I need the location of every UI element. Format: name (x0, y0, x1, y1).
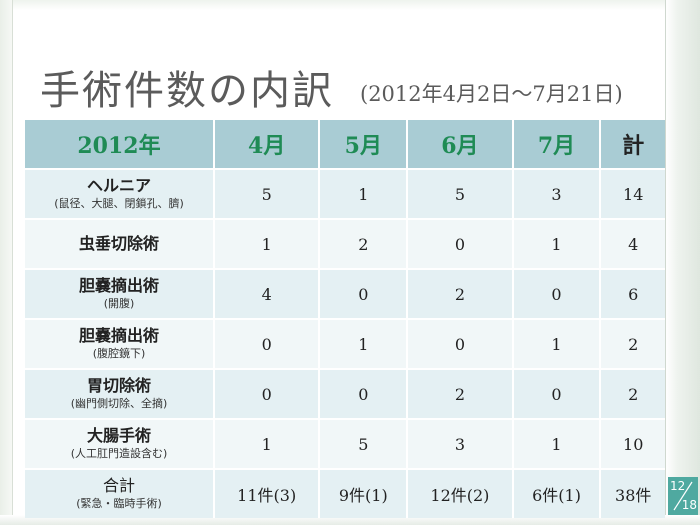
cell-total: 6 (600, 268, 665, 319)
row-label-cell: 胆嚢摘出術 (腹腔鏡下) (25, 318, 215, 369)
surgery-count-table: 2012年 4月 5月 6月 7月 計 ヘルニア (鼠径、大腿、閉鎖孔、臍) 5… (25, 120, 665, 518)
cell-july: 1 (512, 318, 602, 369)
header-july: 7月 (512, 120, 602, 169)
cell-july: 0 (512, 268, 602, 319)
cell-june: 0 (407, 218, 514, 269)
row-label: 虫垂切除術 (78, 233, 159, 253)
cell-may: 5 (319, 418, 409, 469)
slide-frame-right (665, 0, 700, 525)
cell-may: 1 (319, 168, 409, 219)
row-sublabel: (腹腔鏡下) (92, 346, 146, 360)
cell-april: 1 (214, 218, 321, 269)
page-divider-line (673, 481, 693, 511)
table-header-row: 2012年 4月 5月 6月 7月 計 (25, 120, 665, 169)
slide-subtitle: (2012年4月2日～7月21日) (360, 82, 623, 106)
row-label: 大腸手術 (86, 426, 151, 446)
cell-may: 2 (319, 218, 409, 269)
cell-july: 0 (512, 368, 602, 419)
cell-total: 38件 (600, 468, 665, 518)
table-row: ヘルニア (鼠径、大腿、閉鎖孔、臍) 5 1 5 3 14 (25, 168, 665, 219)
cell-total: 4 (600, 218, 665, 269)
slide-title: 手術件数の内訳 (40, 68, 334, 114)
table-row: 大腸手術 (人工肛門造設含む) 1 5 3 1 10 (25, 418, 665, 469)
row-label: 合計 (102, 476, 135, 496)
table-total-row: 合計 (緊急・臨時手術) 11件(3) 9件(1) 12件(2) 6件(1) 3… (25, 468, 665, 518)
row-sublabel: (幽門側切除、全摘) (70, 396, 168, 410)
cell-june: 2 (407, 268, 514, 319)
cell-may: 1 (319, 318, 409, 369)
header-year: 2012年 (25, 120, 215, 169)
cell-july: 6件(1) (512, 468, 602, 518)
cell-june: 0 (407, 318, 514, 369)
cell-may: 0 (319, 368, 409, 419)
cell-total: 2 (600, 368, 665, 419)
cell-july: 1 (512, 218, 602, 269)
slide-frame-left (0, 0, 13, 525)
slide-frame-bottom (0, 515, 700, 525)
cell-june: 2 (407, 368, 514, 419)
header-total: 計 (600, 120, 665, 169)
cell-june: 3 (407, 418, 514, 469)
cell-may: 0 (319, 268, 409, 319)
cell-april: 0 (214, 368, 321, 419)
cell-april: 1 (214, 418, 321, 469)
row-label: 胆嚢摘出術 (78, 276, 159, 296)
row-label: 胆嚢摘出術 (78, 326, 159, 346)
row-label-cell: ヘルニア (鼠径、大腿、閉鎖孔、臍) (25, 168, 215, 219)
cell-may: 9件(1) (319, 468, 409, 518)
page-number-badge: 12 18 (668, 477, 698, 515)
table-row: 虫垂切除術 1 2 0 1 4 (25, 218, 665, 269)
row-label-cell: 胆嚢摘出術 (開腹) (25, 268, 215, 319)
page-number-background (668, 477, 698, 515)
row-label-cell: 合計 (緊急・臨時手術) (25, 468, 215, 518)
row-label-cell: 胃切除術 (幽門側切除、全摘) (25, 368, 215, 419)
page-total: 18 (681, 498, 697, 512)
table-row: 胃切除術 (幽門側切除、全摘) 0 0 2 0 2 (25, 368, 665, 419)
cell-total: 2 (600, 318, 665, 369)
row-label: ヘルニア (86, 176, 151, 196)
row-label: 胃切除術 (86, 376, 151, 396)
cell-total: 14 (600, 168, 665, 219)
cell-april: 5 (214, 168, 321, 219)
row-sublabel: (鼠径、大腿、閉鎖孔、臍) (54, 196, 184, 210)
row-label-cell: 虫垂切除術 (25, 218, 215, 269)
row-sublabel: (人工肛門造設含む) (70, 446, 168, 460)
cell-april: 4 (214, 268, 321, 319)
header-may: 5月 (319, 120, 409, 169)
table-row: 胆嚢摘出術 (腹腔鏡下) 0 1 0 1 2 (25, 318, 665, 369)
cell-july: 1 (512, 418, 602, 469)
page-current: 12 (670, 479, 686, 493)
cell-total: 10 (600, 418, 665, 469)
row-label-cell: 大腸手術 (人工肛門造設含む) (25, 418, 215, 469)
header-april: 4月 (214, 120, 321, 169)
table-row: 胆嚢摘出術 (開腹) 4 0 2 0 6 (25, 268, 665, 319)
cell-april: 0 (214, 318, 321, 369)
row-sublabel: (開腹) (103, 296, 135, 310)
cell-july: 3 (512, 168, 602, 219)
row-sublabel: (緊急・臨時手術) (76, 496, 162, 510)
cell-june: 12件(2) (407, 468, 514, 518)
slide-frame-top (0, 0, 700, 10)
header-june: 6月 (407, 120, 514, 169)
cell-june: 5 (407, 168, 514, 219)
cell-april: 11件(3) (214, 468, 321, 518)
